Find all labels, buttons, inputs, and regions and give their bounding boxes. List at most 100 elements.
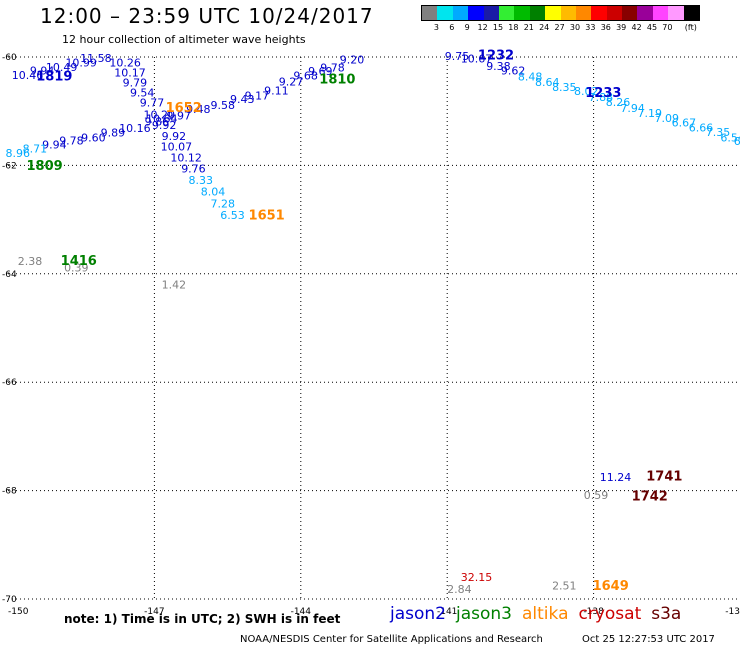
pass-time-label: 1233 [585,86,621,101]
wave-height-point: 9.68 [293,70,318,83]
wave-height-point: 0.59 [584,489,609,502]
wave-height-point: 9.43 [230,93,255,106]
satellite-legend-item: jason2 [390,604,446,624]
wave-height-point: 7.94 [620,102,645,115]
wave-height-point: 6.6 [734,135,740,148]
color-scale-label: 39 [616,23,627,32]
pass-time-label: 1819 [36,70,72,85]
wave-height-point: 9.11 [264,85,289,98]
wave-height-point: 9.48 [186,103,211,116]
wave-height-point: 2.51 [552,580,577,593]
wave-height-point: 9.92 [152,119,177,132]
wave-height-point: 9.20 [340,53,365,66]
color-swatch [545,6,561,20]
wave-height-point: 11.58 [80,52,112,65]
color-swatch [452,6,469,20]
color-swatch [560,6,576,20]
color-scale-label: 18 [508,23,519,32]
color-scale-label: 24 [539,23,550,32]
color-scale-label: 70 [662,23,673,32]
wave-height-point: 7.19 [637,107,662,120]
wave-height-point: 7.09 [655,112,680,125]
wave-height-point: 10.67 [461,53,493,66]
wave-height-point: 9.60 [81,131,106,144]
wave-height-point: 7.88 [589,91,614,104]
wave-height-point: 8.02 [574,85,599,98]
pass-time-label: 1652 [166,101,202,116]
wave-height-point: 2.84 [447,583,472,596]
x-tick-label: -144 [291,607,312,617]
color-swatch [498,6,515,20]
wave-height-point: 10.26 [109,57,141,70]
color-swatch [637,6,653,20]
wave-height-point: 32.15 [461,571,493,584]
wave-height-point: 6.67 [672,117,697,130]
wave-height-point: 9.75 [445,50,470,63]
y-tick-label: -64 [2,270,17,280]
wave-height-point: 10.12 [170,151,202,164]
color-swatch [652,6,669,20]
wave-height-point: 2.38 [18,255,43,268]
x-tick-label: -141 [437,607,457,617]
wave-height-point: 10.07 [161,141,193,154]
pass-time-label: 1810 [319,72,355,87]
color-scale-label: 12 [477,23,488,32]
wave-height-point: 8.48 [518,71,543,84]
y-tick-label: -68 [2,487,17,497]
chart-subtitle: 12 hour collection of altimeter wave hei… [62,33,306,46]
wave-height-point: 8.33 [189,174,214,187]
pass-time-label: 1742 [632,490,668,505]
color-swatch [437,6,453,20]
wave-height-point: 8.96 [6,147,31,160]
wave-height-point: 10.17 [114,66,146,79]
wave-height-point: 9.27 [279,75,304,88]
wave-height-point: 6.54 [720,131,740,144]
wave-height-point: 9.77 [140,97,165,110]
color-swatch [514,6,530,20]
color-scale-label: 45 [646,23,658,32]
color-scale-label: 9 [464,23,470,32]
pass-time-label: 1809 [27,159,63,174]
satellite-legend: jason2 jason3 altika cryosat s3a [390,604,691,624]
wave-height-point: 9.97 [167,110,192,123]
wave-height-point: 9.54 [130,86,155,99]
wave-height-point: 9.58 [210,99,235,112]
wave-height-point: 9.86 [145,116,170,129]
color-scale-label: 3 [433,23,439,32]
wave-height-point: 9.17 [245,90,270,103]
color-scale-label: 21 [523,23,534,32]
pass-time-label: 1649 [593,579,629,594]
wave-height-point: 6.66 [689,122,714,135]
generated-timestamp: Oct 25 12:27:53 UTC 2017 [582,634,715,645]
color-swatch [575,6,592,20]
color-swatch [668,6,684,20]
wave-height-point: 8.35 [552,81,577,94]
wave-height-point: 7.28 [210,197,235,210]
pass-time-label: 1416 [61,254,97,269]
color-scale-label: 42 [631,23,642,32]
color-swatch [606,6,623,20]
units-note: note: 1) Time is in UTC; 2) SWH is in fe… [64,612,341,626]
color-scale-label: 27 [554,23,565,32]
color-swatch [422,6,438,20]
pass-time-label: 1651 [249,208,285,223]
color-swatch [622,6,638,20]
color-swatch [483,6,499,20]
color-swatch [683,6,700,20]
wave-height-point: 10.20 [144,109,176,122]
wave-height-point: 9.92 [162,130,187,143]
wave-height-point: 10.46 [12,69,44,82]
y-tick-label: -62 [2,161,17,171]
color-swatch [529,6,546,20]
x-tick-label: -13 [725,607,740,617]
wave-height-point: 9.94 [42,138,67,151]
wave-height-point: 9.76 [181,163,206,176]
y-tick-label: -60 [2,53,17,63]
color-scale-label: 36 [600,23,611,32]
color-scale-legend: 3 6 9 12 15 18 21 24 27 30 33 36 39 42 45 70 (ft) [421,5,701,35]
credit-text: NOAA/NESDIS Center for Satellite Applica… [240,634,543,645]
wave-height-point: 11.24 [600,471,632,484]
wave-height-point: 9.38 [486,60,511,73]
wave-height-point: 9.62 [501,65,526,78]
color-swatch [468,6,484,20]
